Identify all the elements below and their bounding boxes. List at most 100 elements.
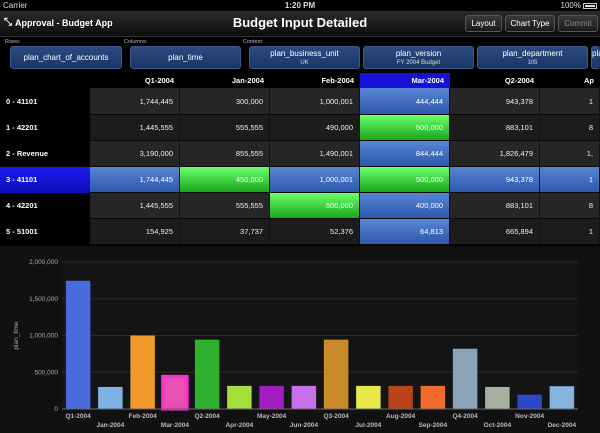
- row-header[interactable]: 5 - 51001: [6, 227, 38, 236]
- column-header[interactable]: Ap: [584, 76, 594, 85]
- bar-aug-2004[interactable]: [388, 385, 413, 409]
- column-header[interactable]: Feb-2004: [321, 76, 354, 85]
- grid-cell[interactable]: 1,: [540, 141, 600, 167]
- context-version-button[interactable]: plan_version FY 2004 Budget: [363, 46, 474, 69]
- grid-cell[interactable]: 444,444: [360, 88, 450, 115]
- grid-cell[interactable]: 8: [540, 115, 600, 141]
- clock: 1:20 PM: [284, 1, 316, 10]
- grid-cell[interactable]: 665,894: [450, 219, 540, 245]
- grid-cell[interactable]: 1,490,001: [270, 141, 360, 167]
- budget-grid: Q1-2004 Jan-2004 Feb-2004 Mar-2004 Q2-2004 Ap…: [0, 73, 600, 245]
- grid-cell[interactable]: 400,000: [360, 193, 450, 219]
- y-tick-label: 1,500,000: [29, 296, 58, 303]
- context-value: UK: [300, 60, 309, 66]
- x-tick-label: May-2004: [257, 413, 287, 420]
- commit-button[interactable]: Commit: [558, 15, 598, 32]
- y-axis-label: plan_time: [13, 321, 20, 350]
- app-name-label: Approval - Budget App: [15, 17, 113, 28]
- grid-cell[interactable]: 1,744,445: [90, 88, 180, 115]
- grid-cell[interactable]: 154,925: [90, 219, 180, 245]
- context-value: 105: [527, 60, 538, 66]
- row-header[interactable]: 1 - 42201: [6, 123, 38, 132]
- row-header[interactable]: 4 - 42201: [6, 201, 38, 210]
- bar-oct-2004[interactable]: [485, 386, 510, 409]
- grid-cell[interactable]: 1: [540, 219, 600, 245]
- bar-jan-2004[interactable]: [98, 386, 123, 409]
- grid-cell[interactable]: 490,000: [270, 115, 360, 141]
- grid-cell[interactable]: 3,190,000: [90, 141, 180, 167]
- x-tick-label: Q4-2004: [452, 413, 478, 420]
- bar-mar-2004[interactable]: [161, 374, 189, 411]
- column-header[interactable]: Jan-2004: [231, 76, 264, 85]
- rows-dimension-button[interactable]: plan_chart_of_accounts: [10, 46, 122, 69]
- context-business-unit-button[interactable]: plan_business_unit UK: [249, 46, 360, 69]
- context-overflow-button[interactable]: plan_: [591, 46, 600, 69]
- grid-cell[interactable]: 500,000: [270, 193, 360, 219]
- y-tick-label: 0: [54, 406, 58, 413]
- bar-q3-2004[interactable]: [323, 339, 349, 409]
- rows-section-label: Rows:: [5, 39, 21, 45]
- x-tick-label: Sep-2004: [419, 422, 448, 429]
- battery-percent: 100%: [560, 1, 581, 10]
- grid-cell[interactable]: 943,378: [450, 88, 540, 115]
- bar-q4-2004[interactable]: [452, 348, 478, 409]
- grid-cell[interactable]: 1,000,001: [270, 88, 360, 115]
- grid-cell[interactable]: 8: [540, 193, 600, 219]
- bar-q2-2004[interactable]: [194, 339, 220, 409]
- grid-cell[interactable]: 1,744,445: [90, 167, 180, 193]
- grid-cell[interactable]: 883,101: [450, 115, 540, 141]
- grid-cell[interactable]: 855,555: [180, 141, 270, 167]
- bar-dec-2004[interactable]: [549, 386, 575, 409]
- grid-cell[interactable]: 1: [540, 167, 600, 193]
- grid-cell[interactable]: 300,000: [180, 88, 270, 115]
- app-name-button[interactable]: ⤡ Approval - Budget App: [4, 17, 113, 28]
- grid-cell[interactable]: 943,378: [450, 167, 540, 193]
- bar-jun-2004[interactable]: [291, 385, 317, 409]
- x-tick-label: Jun-2004: [290, 422, 319, 429]
- bar-nov-2004[interactable]: [517, 394, 542, 409]
- bar-jul-2004[interactable]: [356, 385, 381, 409]
- bar-feb-2004[interactable]: [130, 335, 155, 409]
- x-tick-label: Feb-2004: [129, 413, 158, 420]
- columns-dimension-button[interactable]: plan_time: [130, 46, 241, 69]
- column-header[interactable]: Q1-2004: [144, 76, 174, 85]
- title-bar: ⤡ Approval - Budget App Budget Input Det…: [0, 11, 600, 37]
- grid-cell[interactable]: 1: [540, 88, 600, 115]
- grid-cell[interactable]: 555,555: [180, 193, 270, 219]
- x-tick-label: Q3-2004: [323, 413, 349, 420]
- dimension-selector-row: Rows: Columns: Context: plan_chart_of_ac…: [0, 38, 600, 72]
- grid-cell[interactable]: 450,000: [180, 167, 270, 193]
- y-tick-label: 1,000,000: [29, 333, 58, 340]
- column-header[interactable]: Mar-2004: [360, 73, 450, 88]
- grid-cell[interactable]: 64,813: [360, 219, 450, 245]
- chart-type-button[interactable]: Chart Type: [505, 15, 555, 32]
- grid-cell[interactable]: 883,101: [450, 193, 540, 219]
- bar-sep-2004[interactable]: [420, 385, 446, 409]
- x-tick-label: Aug-2004: [386, 413, 416, 420]
- grid-cell[interactable]: 37,737: [180, 219, 270, 245]
- grid-cell[interactable]: 500,000: [360, 115, 450, 141]
- grid-cell[interactable]: 1,000,001: [270, 167, 360, 193]
- row-header[interactable]: 2 - Revenue: [6, 149, 49, 158]
- grid-cell[interactable]: 555,555: [180, 115, 270, 141]
- bar-apr-2004[interactable]: [227, 385, 252, 409]
- context-value: FY 2004 Budget: [396, 60, 441, 66]
- context-department-button[interactable]: plan_department 105: [477, 46, 588, 69]
- bar-q1-2004[interactable]: [65, 280, 91, 409]
- column-header[interactable]: Q2-2004: [504, 76, 534, 85]
- columns-dimension-label: plan_time: [168, 53, 203, 62]
- grid-cell[interactable]: 844,444: [360, 141, 450, 167]
- layout-button[interactable]: Layout: [465, 15, 502, 32]
- grid-cell[interactable]: 1,826,479: [450, 141, 540, 167]
- grid-cell[interactable]: 500,000: [360, 167, 450, 193]
- grid-cell[interactable]: 1,445,555: [90, 115, 180, 141]
- grid-cell[interactable]: 1,445,555: [90, 193, 180, 219]
- expand-arrows-icon: ⤡: [4, 17, 12, 28]
- bar-may-2004[interactable]: [259, 385, 284, 409]
- grid-cell[interactable]: 52,376: [270, 219, 360, 245]
- x-tick-label: Jul-2004: [355, 422, 381, 429]
- row-header[interactable]: 0 - 41101: [6, 97, 38, 106]
- x-tick-label: Oct-2004: [484, 422, 512, 429]
- row-header[interactable]: 3 - 41101: [6, 175, 38, 184]
- x-tick-label: Nov-2004: [515, 413, 544, 420]
